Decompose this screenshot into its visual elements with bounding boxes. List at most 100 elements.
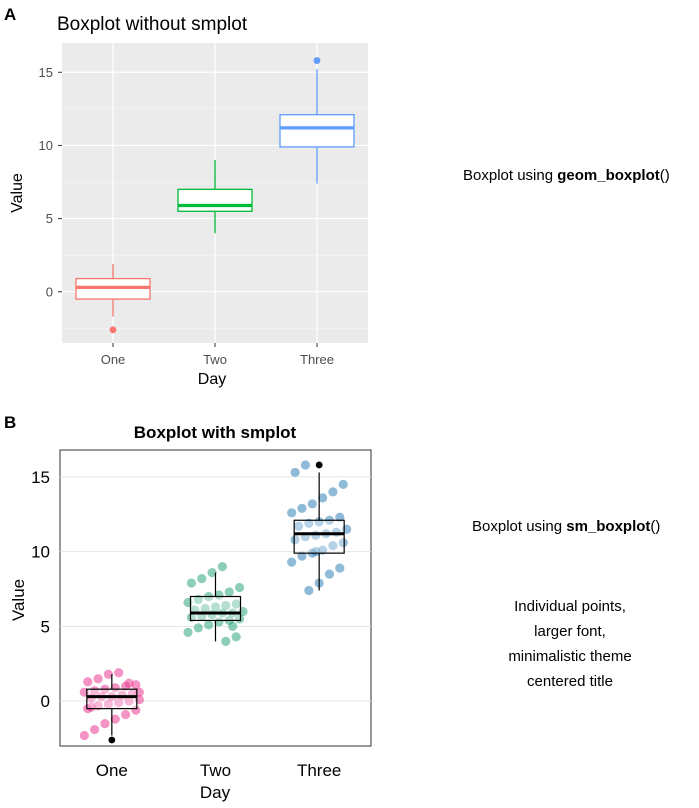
data-point (214, 590, 224, 600)
data-point (314, 517, 324, 527)
data-point (297, 551, 307, 561)
note-line-2: larger font, (534, 623, 606, 640)
x-tick-label: Three (297, 761, 341, 780)
chart-a-ylabel: Value (9, 173, 26, 213)
data-point (293, 521, 304, 531)
data-point (328, 541, 338, 551)
data-point (90, 686, 100, 696)
box (279, 114, 355, 148)
data-point (304, 585, 314, 596)
data-point (124, 696, 134, 706)
y-tick-label: 10 (31, 543, 50, 562)
annotation-a-func: geom_boxplot (557, 167, 660, 184)
data-point (86, 702, 96, 712)
annotation-b-prefix: Boxplot using (472, 518, 566, 535)
data-point (338, 479, 348, 489)
data-point (186, 578, 197, 588)
outlier-point (313, 57, 321, 64)
chart-a-title: Boxplot without smplot (57, 14, 248, 35)
data-point (83, 677, 93, 687)
data-point (214, 617, 224, 627)
data-point (200, 603, 210, 614)
data-point (324, 569, 335, 579)
note-line-1: Individual points, (514, 598, 626, 615)
outlier-point (315, 461, 323, 469)
outlier-point (109, 326, 117, 334)
x-tick-label: One (101, 352, 126, 367)
data-point (335, 563, 345, 573)
annotation-a-prefix: Boxplot using (463, 167, 557, 184)
annotation-b: Boxplot using sm_boxplot() (472, 518, 660, 535)
data-point (307, 499, 317, 509)
box (293, 519, 345, 554)
data-point (204, 620, 214, 630)
y-tick-label: 5 (46, 211, 53, 226)
data-point (300, 460, 311, 470)
y-tick-label: 0 (46, 284, 53, 299)
data-point (234, 582, 245, 593)
chart-b-xlabel: Day (200, 783, 231, 802)
y-tick-label: 5 (41, 617, 50, 636)
data-point (338, 538, 348, 548)
note-line-4: centered title (527, 673, 613, 690)
panel-label-b: B (4, 413, 16, 432)
chart-a: 0 5 10 15 One Two Three Boxplot without smplot… (9, 14, 368, 388)
x-tick-label: One (96, 761, 128, 780)
annotation-b-func: sm_boxplot (566, 518, 650, 535)
data-point (221, 600, 231, 611)
data-point (120, 710, 131, 720)
data-point (131, 680, 141, 690)
annotation-b-suffix: () (650, 518, 660, 535)
data-point (217, 562, 227, 572)
x-tick-label: Two (203, 352, 227, 367)
chart-b: 0 5 10 15 One Two Three Boxplot with smplot Da… (9, 423, 372, 802)
box (86, 688, 138, 710)
data-point (228, 621, 238, 632)
data-point (287, 508, 297, 518)
data-point (234, 614, 245, 624)
chart-a-xlabel: Day (198, 371, 226, 388)
data-point (193, 623, 203, 633)
data-point (297, 503, 307, 513)
box (189, 595, 242, 622)
data-point (110, 714, 120, 724)
points-b (79, 460, 352, 741)
data-point (93, 701, 103, 711)
annotation-a-suffix: () (660, 167, 670, 184)
data-point (335, 512, 345, 522)
ticks-a: 0 5 10 15 One Two Three (39, 65, 334, 367)
x-tick-label: Three (300, 352, 334, 367)
data-point (197, 573, 207, 584)
data-point (210, 602, 221, 612)
data-point (110, 683, 120, 693)
data-point (131, 705, 141, 715)
boxes-b (86, 461, 345, 744)
y-tick-label: 0 (41, 692, 50, 711)
data-point (90, 724, 100, 735)
data-point (114, 698, 124, 708)
data-point (93, 674, 103, 684)
data-point (328, 487, 338, 497)
x-tick-label: Two (200, 761, 231, 780)
annotation-a: Boxplot using geom_boxplot() (463, 167, 670, 184)
y-tick-label: 10 (39, 138, 53, 153)
data-point (224, 587, 234, 597)
note-line-3: minimalistic theme (508, 648, 631, 665)
chart-b-title: Boxplot with smplot (134, 423, 297, 442)
data-point (290, 535, 300, 545)
data-point (186, 612, 197, 623)
data-point (114, 668, 124, 678)
data-point (231, 599, 241, 609)
data-point (287, 557, 297, 567)
data-point (318, 493, 328, 503)
box (177, 188, 253, 212)
data-point (103, 699, 113, 709)
data-point (124, 678, 134, 688)
data-point (290, 467, 300, 478)
data-point (207, 567, 217, 578)
y-tick-label: 15 (31, 468, 50, 487)
data-point (318, 545, 328, 555)
data-point (231, 632, 241, 642)
y-tick-label: 15 (39, 65, 53, 80)
